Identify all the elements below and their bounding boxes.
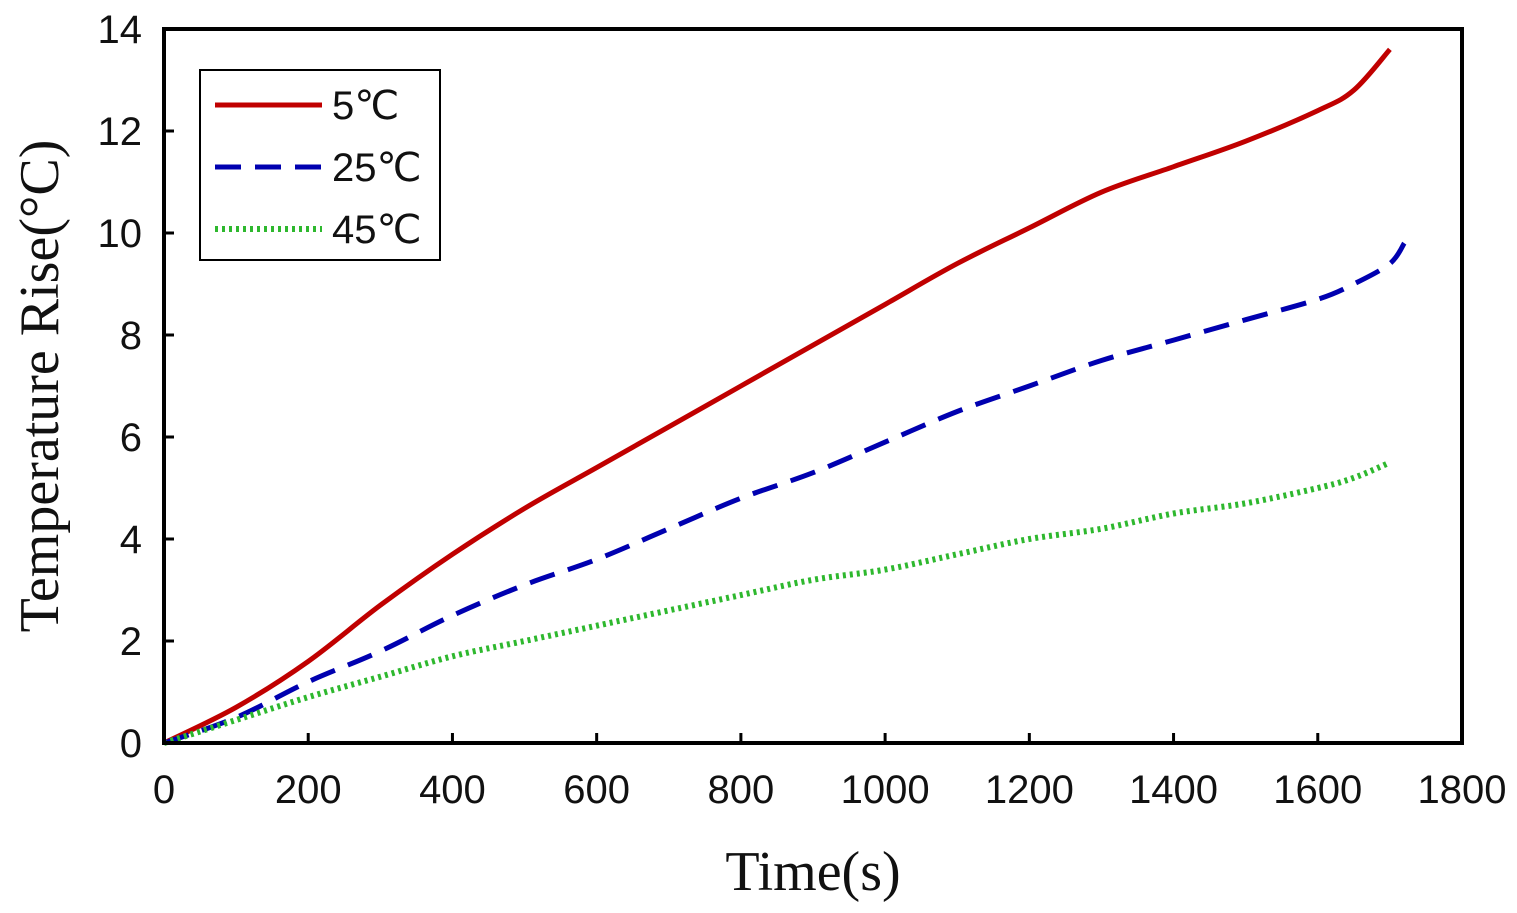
x-tick-label: 600 xyxy=(563,768,630,812)
y-tick-label: 8 xyxy=(120,314,142,358)
legend: 5℃ 25℃ 45℃ xyxy=(199,69,441,261)
x-tick-label: 800 xyxy=(708,768,775,812)
series-layer xyxy=(162,47,1407,746)
y-tick-label: 14 xyxy=(98,8,143,52)
series-line-2 xyxy=(163,241,1407,746)
y-tick-label: 0 xyxy=(120,722,142,766)
y-tick-label: 12 xyxy=(98,110,143,154)
x-tick-label: 400 xyxy=(419,768,486,812)
y-tick-label: 10 xyxy=(98,212,143,256)
x-tick-label: 1400 xyxy=(1129,768,1218,812)
legend-label-3: 45℃ xyxy=(332,208,421,252)
y-tick-label: 6 xyxy=(120,416,142,460)
x-axis-title: Time(s) xyxy=(725,841,900,903)
tick-layer: 0 200 400 600 800 1000 1200 1400 1600 1800 0 2 4 6 8 10… xyxy=(98,8,1507,812)
series-line-1 xyxy=(162,47,1392,746)
legend-label-1: 5℃ xyxy=(332,84,399,128)
x-tick-label: 1200 xyxy=(985,768,1074,812)
legend-label-2: 25℃ xyxy=(332,146,421,190)
y-tick-label: 2 xyxy=(120,620,142,664)
y-tick-label: 4 xyxy=(120,518,142,562)
x-tick-label: 1800 xyxy=(1418,768,1507,812)
series-line-3 xyxy=(163,459,1392,746)
x-tick-label: 1000 xyxy=(841,768,930,812)
y-axis-title: Temperature Rise(°C) xyxy=(9,140,71,633)
x-tick-label: 200 xyxy=(275,768,342,812)
x-tick-label: 0 xyxy=(153,768,175,812)
x-tick-label: 1600 xyxy=(1273,768,1362,812)
plot-frame xyxy=(162,27,1464,745)
